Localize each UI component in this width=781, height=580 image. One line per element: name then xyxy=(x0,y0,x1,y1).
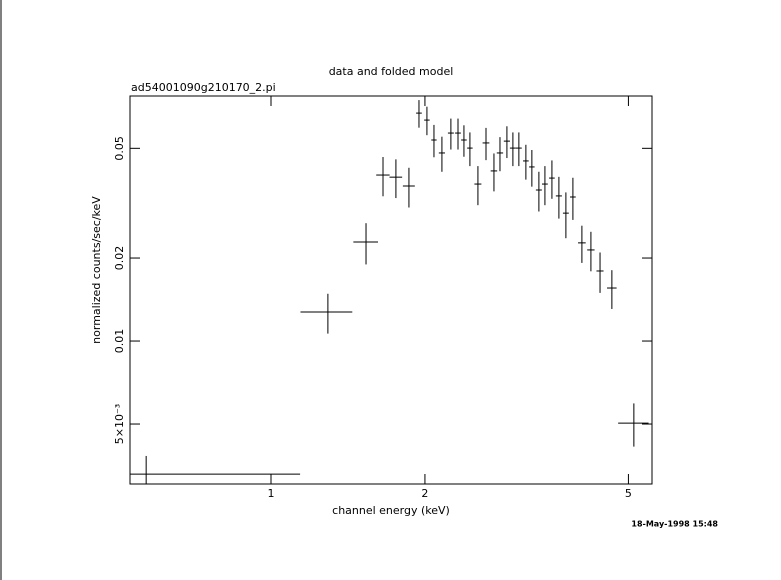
plot-frame xyxy=(129,95,653,485)
x-tick-label: 2 xyxy=(421,487,428,500)
y-tick-label: 0.02 xyxy=(113,246,126,271)
x-tick-label: 5 xyxy=(625,487,632,500)
x-axis-label: channel energy (keV) xyxy=(332,504,450,517)
y-tick-label: 0.01 xyxy=(113,329,126,354)
timestamp: 18-May-1998 15:48 xyxy=(631,520,718,529)
y-axis-label: normalized counts/sec/keV xyxy=(90,196,103,344)
chart-subtitle: ad54001090g210170_2.pi xyxy=(131,81,276,94)
data-layer xyxy=(130,100,649,484)
y-tick-label: 5×10⁻³ xyxy=(113,404,126,444)
y-tick-label: 0.05 xyxy=(113,136,126,161)
chart-title: data and folded model xyxy=(329,65,454,78)
x-tick-label: 1 xyxy=(267,487,274,500)
